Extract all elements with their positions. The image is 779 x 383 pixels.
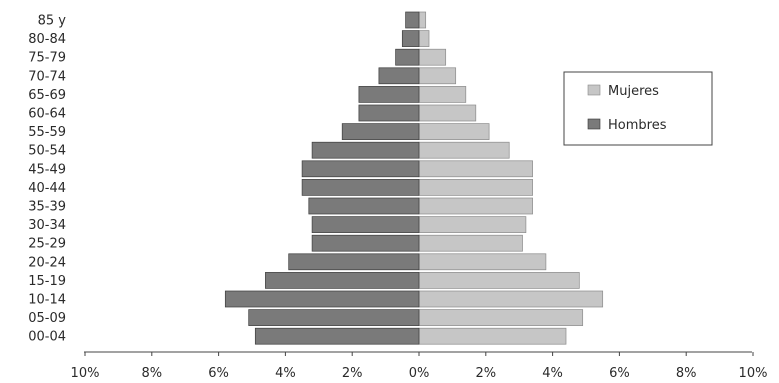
y-tick-label: 05-09	[28, 311, 66, 326]
legend-swatch-mujeres	[587, 84, 601, 96]
y-tick-label: 70-74	[28, 69, 66, 84]
bar-hombres-70-74	[378, 67, 420, 85]
bar-mujeres-45-49	[418, 160, 533, 178]
y-tick-label: 40-44	[28, 181, 66, 196]
legend-label-hombres: Hombres	[608, 118, 667, 133]
y-tick-label: 75-79	[28, 51, 66, 66]
bar-hombres-55-59	[341, 123, 420, 140]
x-tick-label: 10%	[71, 366, 100, 381]
y-tick-label: 10-14	[28, 293, 66, 308]
bar-hombres-40-44	[301, 179, 420, 196]
bar-hombres-85y	[405, 11, 420, 29]
y-tick-label: 85 y	[38, 14, 67, 29]
bar-hombres-25-29	[311, 234, 420, 252]
x-tick-label: 6%	[609, 366, 630, 381]
x-tick-label: 6%	[208, 366, 229, 381]
bars-group	[224, 11, 604, 345]
y-tick-label: 55-59	[28, 125, 66, 140]
bar-mujeres-40-44	[418, 179, 533, 196]
bar-mujeres-75-79	[418, 48, 447, 66]
bar-mujeres-05-09	[418, 309, 584, 326]
legend: Mujeres Hombres	[563, 71, 713, 146]
bar-hombres-30-34	[311, 216, 420, 233]
bar-mujeres-80-84	[418, 30, 430, 47]
legend-swatch-hombres	[587, 118, 601, 130]
bar-mujeres-65-69	[418, 86, 467, 103]
x-tick-label: 8%	[141, 366, 162, 381]
y-tick-label: 45-49	[28, 162, 66, 177]
y-tick-label: 50-54	[28, 144, 66, 159]
bar-hombres-65-69	[358, 86, 420, 103]
bar-hombres-80-84	[401, 30, 420, 47]
y-tick-label: 65-69	[28, 88, 66, 103]
bar-mujeres-35-39	[418, 197, 533, 215]
bar-mujeres-55-59	[418, 123, 490, 140]
bar-hombres-35-39	[308, 197, 420, 215]
bar-hombres-45-49	[301, 160, 420, 178]
y-tick-label: 35-39	[28, 200, 66, 215]
bar-mujeres-00-04	[418, 327, 567, 345]
bar-mujeres-15-19	[418, 272, 580, 289]
bar-mujeres-70-74	[418, 67, 457, 85]
bar-hombres-50-54	[311, 141, 420, 159]
x-tick-label: 0%	[409, 366, 430, 381]
bar-mujeres-85y	[418, 11, 427, 29]
y-tick-label: 15-19	[28, 274, 66, 289]
x-tick-label: 2%	[342, 366, 363, 381]
y-labels-group: 00-04 05-09 10-14 15-19 20-24 25-29 30-34 35-39…	[28, 14, 66, 345]
y-tick-label: 80-84	[28, 32, 66, 47]
x-tick-label: 8%	[676, 366, 697, 381]
x-tick-label: 4%	[275, 366, 296, 381]
bar-hombres-05-09	[248, 309, 420, 326]
y-tick-label: 20-24	[28, 255, 66, 270]
bar-mujeres-20-24	[418, 253, 547, 271]
legend-label-mujeres: Mujeres	[608, 84, 659, 99]
bar-hombres-20-24	[288, 253, 420, 271]
bar-hombres-15-19	[265, 272, 420, 289]
bar-hombres-10-14	[224, 290, 420, 308]
bar-hombres-60-64	[358, 104, 420, 122]
bar-mujeres-60-64	[418, 104, 477, 122]
bar-mujeres-30-34	[418, 216, 527, 233]
bar-mujeres-50-54	[418, 141, 510, 159]
x-tick-label: 2%	[475, 366, 496, 381]
x-ticks-group: 10% 8% 6% 4% 2% 0% 2% 4% 6% 8% 10%	[71, 352, 768, 381]
x-tick-label: 4%	[542, 366, 563, 381]
y-tick-label: 00-04	[28, 330, 66, 345]
y-tick-label: 25-29	[28, 237, 66, 252]
y-tick-label: 30-34	[28, 218, 66, 233]
bar-mujeres-25-29	[418, 234, 523, 252]
bar-mujeres-10-14	[418, 290, 604, 308]
bar-hombres-75-79	[395, 48, 420, 66]
y-tick-label: 60-64	[28, 107, 66, 122]
legend-box	[563, 71, 713, 146]
bar-hombres-00-04	[254, 327, 420, 345]
x-tick-label: 10%	[739, 366, 768, 381]
